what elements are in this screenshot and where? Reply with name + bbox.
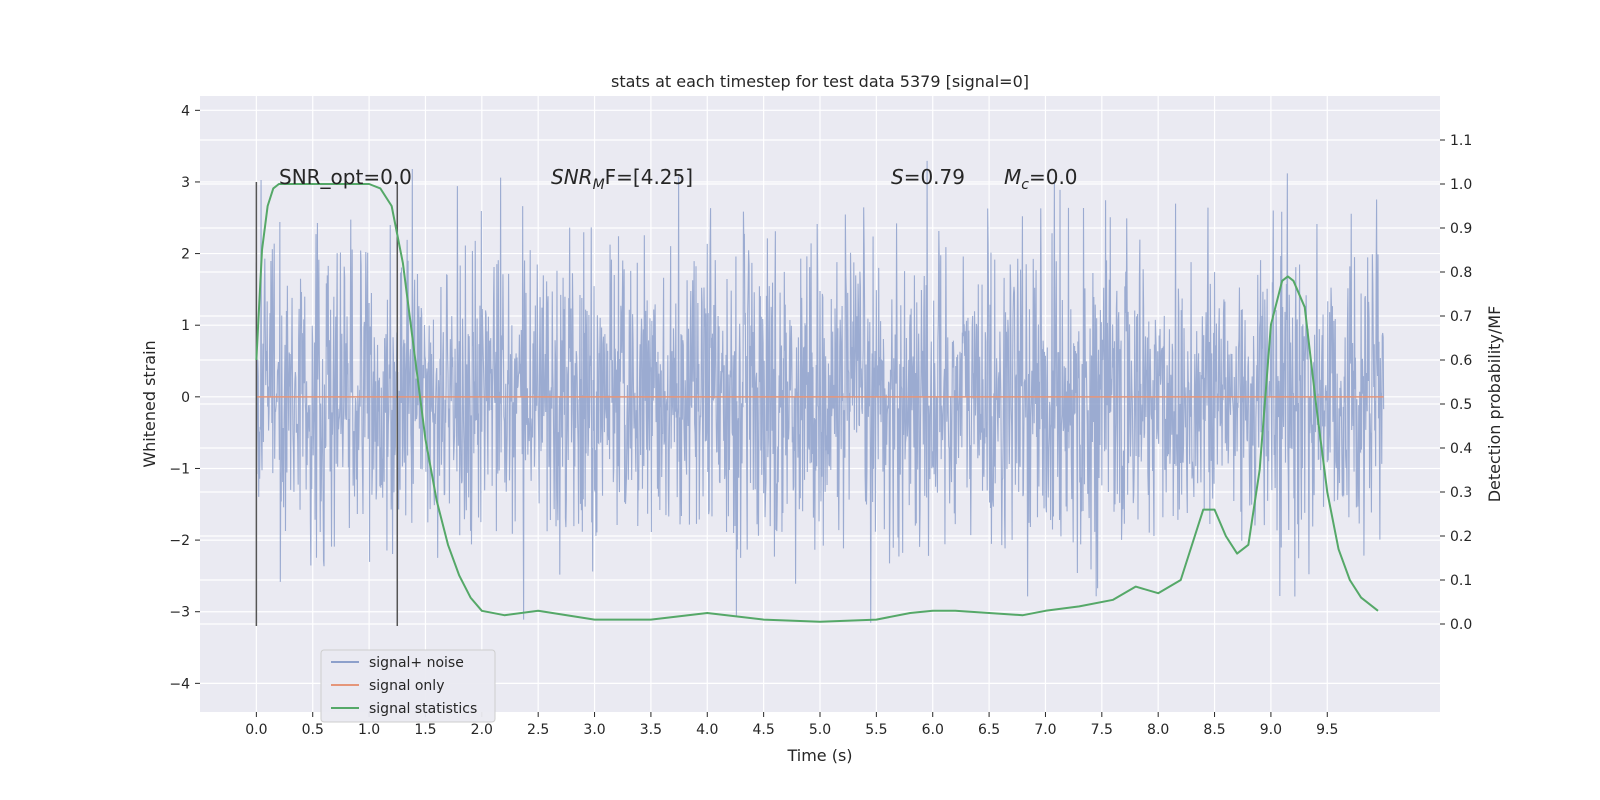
x-tick-label: 7.0: [1034, 722, 1056, 738]
annotation-mc: Mc=0.0: [1004, 165, 1078, 193]
y-right-tick-label: 1.1: [1450, 133, 1472, 149]
legend-box: [320, 649, 496, 723]
annotation-snr-mf: SNRMF=[4.25]: [551, 165, 693, 193]
x-tick-label: 5.0: [809, 722, 831, 738]
s-symbol: S: [891, 165, 904, 189]
x-tick-label: 3.5: [640, 722, 662, 738]
y-right-tick-label: 0.1: [1450, 573, 1472, 589]
x-tick-label: 2.0: [471, 722, 493, 738]
series-line-signal-statistics: [255, 183, 1379, 623]
legend-label-signal-plus-noise: signal+ noise: [369, 655, 464, 671]
x-tick-label: 4.5: [753, 722, 775, 738]
annotation-s: S=0.79: [891, 165, 965, 189]
x-tick-label: 7.5: [1091, 722, 1113, 738]
y-right-tick-label: 0.4: [1450, 441, 1472, 457]
mc-value: =0.0: [1029, 165, 1078, 189]
x-tick-label: 9.5: [1316, 722, 1338, 738]
y-right-tick-label: 0.5: [1450, 397, 1472, 413]
x-tick-label: 8.0: [1147, 722, 1169, 738]
y-right-tick-label: 0.0: [1450, 617, 1472, 633]
legend-label-signal-only: signal only: [369, 678, 444, 694]
y-tick-label: 2: [181, 247, 190, 263]
y-tick-label: −3: [169, 605, 190, 621]
x-tick-label: 8.5: [1203, 722, 1225, 738]
x-tick-label: 3.0: [583, 722, 605, 738]
y-tick-label: 4: [181, 103, 190, 119]
chart-title: stats at each timestep for test data 537…: [611, 72, 1029, 91]
x-tick-label: 4.0: [696, 722, 718, 738]
x-tick-label: 0.5: [302, 722, 324, 738]
legend: signal+ noise signal only signal statist…: [320, 649, 496, 723]
snr-mf-subscript: M: [593, 177, 605, 193]
y-axis-label: Whitened strain: [140, 340, 159, 467]
y-right-tick-label: 0.3: [1450, 485, 1472, 501]
x-axis-label: Time (s): [786, 746, 852, 765]
y-right-tick-label: 0.8: [1450, 265, 1472, 281]
mc-symbol: M: [1004, 165, 1021, 189]
y-tick-label: −2: [169, 533, 190, 549]
y-tick-label: 0: [181, 390, 190, 406]
y-tick-label: 1: [181, 318, 190, 334]
y-tick-label: −1: [169, 461, 190, 477]
series-line-signal-plus-noise: [255, 160, 1385, 623]
y-tick-label: −4: [169, 676, 190, 692]
series-signal-plus-noise: [255, 160, 1385, 623]
x-tick-label: 1.0: [358, 722, 380, 738]
mc-subscript: c: [1021, 177, 1029, 193]
x-tick-label: 9.0: [1260, 722, 1282, 738]
y-right-tick-label: 0.2: [1450, 529, 1472, 545]
x-axis-ticks: 0.0 0.5 1.0 1.5 2.0 2.5 3.0 3.5 4.0 4.5 5.0 5.5 6.0 6…: [245, 712, 1338, 738]
legend-label-signal-statistics: signal statistics: [369, 701, 477, 717]
y-right-tick-label: 0.6: [1450, 353, 1472, 369]
y-right-tick-label: 1.0: [1450, 177, 1472, 193]
y-right-tick-label: 0.9: [1450, 221, 1472, 237]
x-tick-label: 6.0: [922, 722, 944, 738]
annotation-snr-opt: SNR_opt=0.0: [279, 165, 412, 189]
x-tick-label: 2.5: [527, 722, 549, 738]
s-value: =0.79: [904, 165, 965, 189]
snr-mf-value: F=[4.25]: [605, 165, 693, 189]
y-axis-ticks: −4 −3 −2 −1 0 1 2 3 4: [169, 103, 200, 692]
vertical-markers: [255, 181, 399, 627]
x-tick-label: 6.5: [978, 722, 1000, 738]
y-tick-label: 3: [181, 175, 190, 191]
x-tick-label: 0.0: [245, 722, 267, 738]
series-signal-statistics: [255, 183, 1379, 623]
snr-mf-symbol: SNR: [551, 165, 593, 189]
y-right-axis-ticks: 0.0 0.1 0.2 0.3 0.4 0.5 0.6 0.7 0.8 0.9 1.0 1.1: [1440, 133, 1472, 633]
y-right-tick-label: 0.7: [1450, 309, 1472, 325]
y-right-axis-label: Detection probability/MF: [1485, 306, 1504, 503]
x-tick-label: 5.5: [865, 722, 887, 738]
x-tick-label: 1.5: [414, 722, 436, 738]
